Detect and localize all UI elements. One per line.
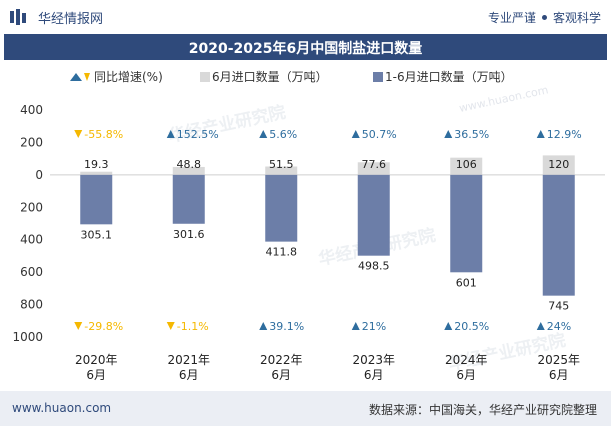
growth-label-top: 5.6% <box>269 128 297 141</box>
y-tick-label: 0 <box>35 168 43 182</box>
data-label-month: 19.3 <box>84 158 109 171</box>
growth-label-bottom: -29.8% <box>84 320 123 333</box>
logo-icon <box>10 9 26 25</box>
growth-label-bottom: 20.5% <box>454 320 489 333</box>
header-tags: 专业严谨 客观科学 <box>488 9 601 26</box>
data-label-ytd: 601 <box>456 276 477 289</box>
data-label-month: 51.5 <box>269 158 294 171</box>
bar-ytd <box>357 174 390 256</box>
growth-up-triangle-icon <box>444 322 453 330</box>
growth-label-top: 50.7% <box>362 128 397 141</box>
legend-label-growth: 同比增速(%) <box>94 70 163 84</box>
bar-ytd <box>80 174 113 225</box>
y-tick-label: 200 <box>20 135 43 149</box>
site-name: 华经情报网 <box>38 12 104 27</box>
bar-ytd <box>542 174 575 296</box>
bar-month <box>542 155 575 175</box>
growth-label-bottom: 39.1% <box>269 320 304 333</box>
growth-up-triangle-icon <box>166 130 175 138</box>
bar-ytd <box>172 174 205 224</box>
chart-area: 华经产业研究院华经产业研究院华经产业研究院www.huaon.com同比增速(%… <box>12 69 605 382</box>
data-label-ytd: 498.5 <box>358 260 390 273</box>
y-tick-label: 600 <box>20 265 43 279</box>
x-tick-label: 2023年 <box>352 353 395 367</box>
growth-down-triangle-icon <box>74 322 83 330</box>
separator-dot <box>541 15 547 20</box>
growth-label-top: 36.5% <box>454 128 489 141</box>
growth-label-top: 152.5% <box>177 128 219 141</box>
tag-objective: 客观科学 <box>552 11 601 25</box>
growth-down-triangle-icon <box>166 322 175 330</box>
bar-ytd <box>450 174 483 273</box>
data-label-month: 106 <box>456 158 477 171</box>
footer-bar: www.huaon.com 数据来源：中国海关，华经产业研究院整理 <box>0 391 611 426</box>
bar-month <box>265 166 298 175</box>
watermark-url: www.huaon.com <box>458 83 550 115</box>
y-tick-label: 200 <box>20 200 43 214</box>
growth-label-top: -55.8% <box>84 128 123 141</box>
bar-ytd <box>265 174 298 242</box>
data-label-month: 48.8 <box>177 158 202 171</box>
legend-up-triangle-icon <box>70 73 82 81</box>
data-label-ytd: 745 <box>548 300 569 313</box>
y-tick-label: 400 <box>20 103 43 117</box>
bar-month <box>357 162 390 175</box>
growth-up-triangle-icon <box>259 322 268 330</box>
footer-website: www.huaon.com <box>12 401 112 415</box>
y-tick-label: 400 <box>20 233 43 247</box>
x-tick-label: 6月 <box>456 368 476 382</box>
x-tick-label: 6月 <box>364 368 384 382</box>
growth-up-triangle-icon <box>536 322 545 330</box>
data-label-ytd: 301.6 <box>173 228 205 241</box>
growth-label-bottom: 21% <box>362 320 386 333</box>
y-tick-label: 1000 <box>12 330 43 344</box>
growth-label-top: 12.9% <box>547 128 582 141</box>
footer-source: 数据来源：中国海关，华经产业研究院整理 <box>368 403 597 417</box>
data-label-month: 77.6 <box>362 158 387 171</box>
title-bar: 2020-2025年6月中国制盐进口数量 <box>4 34 607 60</box>
growth-up-triangle-icon <box>351 322 360 330</box>
x-tick-label: 6月 <box>549 368 569 382</box>
data-label-month: 120 <box>548 158 569 171</box>
legend-swatch-month <box>200 72 210 82</box>
data-label-ytd: 411.8 <box>266 246 298 259</box>
x-tick-label: 6月 <box>86 368 106 382</box>
growth-up-triangle-icon <box>351 130 360 138</box>
legend-swatch-ytd <box>373 72 383 82</box>
growth-label-bottom: 24% <box>547 320 571 333</box>
growth-up-triangle-icon <box>536 130 545 138</box>
x-tick-label: 2025年 <box>537 353 580 367</box>
data-label-ytd: 305.1 <box>81 228 113 241</box>
legend-label-month: 6月进口数量（万吨） <box>212 69 328 84</box>
x-tick-label: 2021年 <box>167 353 210 367</box>
x-tick-label: 6月 <box>271 368 291 382</box>
legend-down-triangle-icon <box>84 73 90 81</box>
y-tick-label: 800 <box>20 298 43 312</box>
tag-professional: 专业严谨 <box>487 11 536 25</box>
bar-month <box>450 157 483 175</box>
x-tick-label: 2022年 <box>260 353 303 367</box>
growth-label-bottom: -1.1% <box>177 320 209 333</box>
chart-title: 2020-2025年6月中国制盐进口数量 <box>188 41 423 57</box>
growth-down-triangle-icon <box>74 130 83 138</box>
header-bar: 华经情报网 专业严谨 客观科学 <box>0 0 611 34</box>
x-tick-label: 2024年 <box>445 353 488 367</box>
bar-month <box>172 166 205 175</box>
growth-up-triangle-icon <box>259 130 268 138</box>
x-tick-label: 2020年 <box>75 353 118 367</box>
x-tick-label: 6月 <box>179 368 199 382</box>
growth-up-triangle-icon <box>444 130 453 138</box>
bar-month <box>80 171 113 175</box>
legend-label-ytd: 1-6月进口数量（万吨） <box>385 69 513 84</box>
